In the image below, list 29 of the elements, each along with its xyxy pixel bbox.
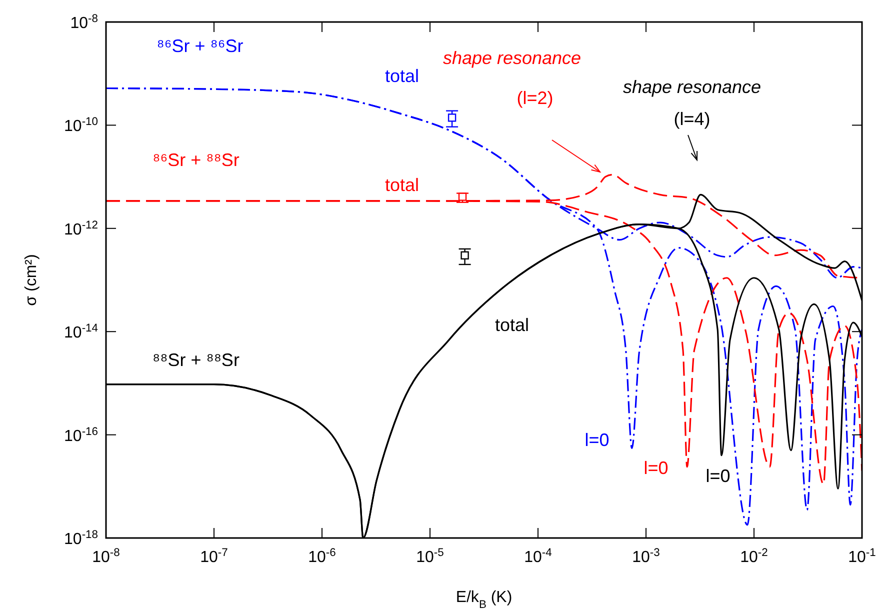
annotation: l=0 (706, 466, 730, 486)
x-tick-label: 10$^{-8}$ (92, 547, 120, 566)
x-tick-label: 10$^{-3}$ (632, 547, 660, 566)
annotation: (l=2) (516, 88, 554, 108)
annotation: shape resonance (622, 77, 762, 97)
x-tick-label: 10$^{-7}$ (200, 547, 228, 566)
y-tick-label: 10$^{-12}$ (64, 219, 98, 238)
y-axis-title: σ (cm²) (23, 254, 40, 306)
annotation: total (384, 66, 420, 86)
y-tick-label: 10$^{-18}$ (64, 529, 98, 548)
y-tick-label: 10$^{-14}$ (64, 322, 98, 342)
annotation: ⁸⁶Sr + ⁸⁶Sr (156, 36, 244, 56)
annotation: ⁸⁶Sr + ⁸⁸Sr (152, 150, 240, 170)
x-tick-label: 10$^{-4}$ (524, 547, 552, 566)
annotation: shape resonance (442, 48, 582, 68)
annotation: l=0 (584, 430, 610, 450)
y-tick-label: 10$^{-16}$ (64, 426, 98, 445)
annotation: total (494, 315, 530, 335)
x-tick-label: 10$^{-1}$ (848, 547, 876, 566)
x-axis-title: E/k$_{B}$ (K) (456, 589, 512, 611)
x-tick-label: 10$^{-2}$ (740, 547, 768, 566)
y-tick-label: 10$^{-8}$ (70, 13, 98, 32)
x-tick-label: 10$^{-5}$ (416, 547, 444, 566)
annotation: ⁸⁸Sr + ⁸⁸Sr (152, 350, 240, 370)
annotation: l=0 (644, 458, 668, 478)
y-tick-label: 10$^{-10}$ (64, 116, 98, 136)
annotation: total (384, 175, 420, 195)
x-tick-label: 10$^{-6}$ (308, 547, 336, 566)
annotation: (l=4) (674, 109, 710, 129)
